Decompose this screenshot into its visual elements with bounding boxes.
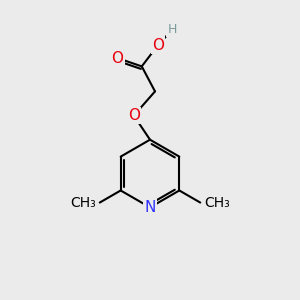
Text: O: O bbox=[128, 108, 140, 123]
Text: CH₃: CH₃ bbox=[70, 196, 96, 210]
Text: H: H bbox=[167, 23, 177, 36]
Text: O: O bbox=[152, 38, 164, 53]
Text: O: O bbox=[112, 51, 124, 66]
Text: CH₃: CH₃ bbox=[204, 196, 230, 210]
Text: N: N bbox=[144, 200, 156, 215]
